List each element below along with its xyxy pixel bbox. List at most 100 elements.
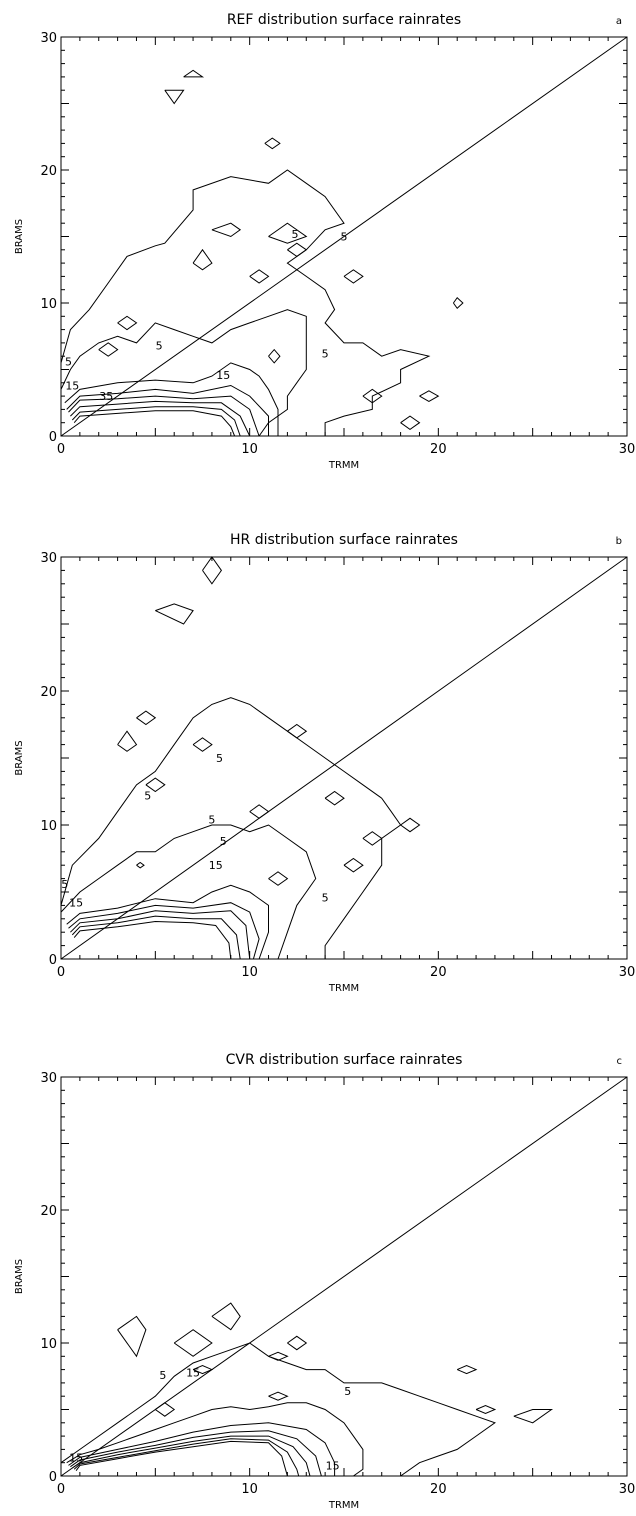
y-tick-label: 20 [40,164,57,179]
contour-label: 5 [344,1385,351,1398]
x-tick-label: 0 [57,442,65,457]
contour-label: 15 [209,859,223,872]
contour-line [343,857,364,873]
contour-label: 15 [69,897,83,910]
contour-line [60,824,317,960]
contour-line [268,1351,289,1361]
contour-line [475,1404,497,1415]
x-tick-label: 30 [619,442,636,457]
panel-label: a [616,16,622,27]
contour-label: 5 [322,891,329,904]
x-tick-label: 30 [619,1482,636,1497]
contour-line [211,1302,241,1331]
contour-line [400,817,421,833]
chart-title: HR distribution surface rainrates [230,532,458,548]
contour-label: 5 [220,835,227,848]
contour-line [268,871,289,886]
x-tick-label: 20 [430,442,447,457]
contour-line [70,400,251,437]
panel-label: b [616,536,622,547]
y-tick-label: 10 [40,1337,57,1352]
contour-line [70,1430,322,1477]
panel-label: c [617,1056,623,1067]
contour-line [73,410,236,437]
contour-line [457,1365,478,1375]
contour-label: 15 [69,1451,83,1464]
contour-line [136,710,157,726]
contour-line [268,348,281,364]
contour-label: 5 [144,790,151,803]
contour-line [183,69,205,78]
x-tick-label: 10 [241,965,258,980]
contour-line [211,222,242,238]
contour-label: 5 [159,1369,166,1382]
chart-panel-a: REF distribution surface rainrates a 0 10 20… [14,12,635,471]
contour-line [73,920,232,960]
contour-line [324,790,345,806]
contour-label: 5 [322,348,329,361]
y-tick-label: 20 [40,685,57,700]
contour-label: 5 [341,231,348,244]
contour-label: 5 [291,228,298,241]
contour-line [173,1329,213,1357]
x-axis-label: TRMM [328,460,359,471]
y-tick-label: 30 [40,551,57,566]
contour-line [287,242,308,258]
contour-line [400,415,421,431]
contour-line [66,1402,364,1477]
contour-line [66,384,269,436]
contour-line [66,884,269,960]
y-tick-label: 0 [49,1470,57,1485]
contour-label: 5 [65,356,72,369]
chart-panel-c: CVR distribution surface rainrates c 0 10 20… [14,1052,635,1511]
contour-line [136,861,145,869]
chart-title: REF distribution surface rainrates [227,12,461,28]
contour-label: 15 [65,379,79,392]
contour-label: 15 [186,1366,200,1379]
one-to-one-line [60,36,628,437]
contour-line [98,342,119,357]
contour-line [64,362,279,436]
contour-line [60,1342,496,1477]
y-tick-label: 0 [49,430,57,445]
contour-line [343,269,364,284]
x-tick-label: 10 [241,1482,258,1497]
contour-line [452,296,464,310]
y-axis-label: BRAMS [14,1259,25,1294]
contour-line [73,1438,300,1477]
chart-panel-b: HR distribution surface rainrates b 0 10 20 3… [14,532,635,994]
contour-line [249,269,270,284]
contour-line [192,737,213,752]
contour-line [362,388,383,404]
contour-line [72,1435,311,1477]
contour-line [117,315,138,331]
contour-label: 15 [326,1459,340,1472]
contour-line [71,915,241,960]
contour-line [60,169,431,436]
contour-line [202,556,223,585]
x-tick-label: 0 [57,965,65,980]
x-tick-label: 20 [430,965,447,980]
x-tick-label: 20 [430,1482,447,1497]
contour-line [268,222,308,244]
y-tick-label: 10 [40,297,57,312]
x-tick-label: 0 [57,1482,65,1497]
contour-line [60,309,307,437]
contour-label: 35 [99,390,113,403]
contour-label: 5 [156,340,163,353]
contour-label: 15 [216,369,230,382]
contour-line [75,1440,288,1477]
contour-line [249,804,270,819]
contour-line [287,1335,308,1351]
x-tick-label: 10 [241,442,258,457]
contour-line [192,1365,214,1375]
contour-line [264,137,281,150]
contour-line [164,89,185,105]
x-tick-label: 30 [619,965,636,980]
contour-line [70,910,251,960]
contour-line [68,395,260,437]
contour-line [71,406,241,437]
contour-line [155,603,194,625]
contour-line [68,902,260,960]
